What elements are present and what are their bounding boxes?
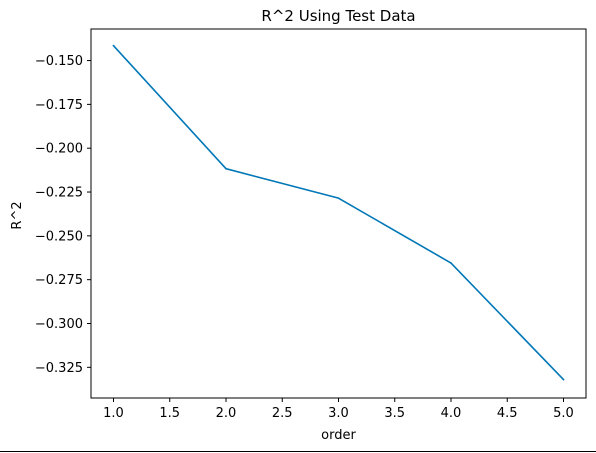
y-tick-label: −0.200 — [35, 142, 83, 157]
data-point — [112, 44, 115, 47]
x-axis-ticks: 1.0 1.5 2.0 2.5 3.0 3.5 4.0 4.5 5.0 — [103, 398, 574, 421]
data-point — [450, 262, 452, 264]
x-tick-label: 2.0 — [216, 406, 237, 421]
x-tick-label: 3.0 — [328, 406, 349, 421]
x-tick-label: 3.5 — [384, 406, 405, 421]
x-tick-label: 5.0 — [553, 406, 574, 421]
y-tick-label: −0.150 — [35, 54, 83, 69]
data-point — [225, 167, 227, 170]
x-tick-label: 1.5 — [159, 406, 180, 421]
series-points — [112, 44, 565, 381]
x-tick-label: 4.0 — [441, 406, 462, 421]
x-tick-label: 4.5 — [497, 406, 518, 421]
y-tick-label: −0.325 — [35, 361, 83, 376]
bottom-divider — [0, 451, 596, 452]
x-tick-label: 1.0 — [103, 406, 124, 421]
data-point — [337, 197, 340, 199]
chart-title: R^2 Using Test Data — [261, 7, 415, 25]
y-axis-label: R^2 — [10, 201, 25, 229]
y-tick-label: −0.275 — [35, 273, 83, 288]
y-tick-label: −0.175 — [35, 98, 83, 113]
plot-area-frame — [90, 28, 587, 399]
data-point — [562, 378, 565, 381]
y-tick-label: −0.250 — [35, 229, 83, 244]
series-line — [112, 44, 565, 381]
y-tick-label: −0.225 — [35, 186, 83, 201]
y-axis-ticks: −0.150 −0.175 −0.200 −0.225 −0.250 −0.275 −0.3… — [35, 54, 91, 376]
x-tick-label: 2.5 — [272, 406, 293, 421]
x-axis-label: order — [321, 428, 356, 443]
y-tick-label: −0.300 — [35, 317, 83, 332]
